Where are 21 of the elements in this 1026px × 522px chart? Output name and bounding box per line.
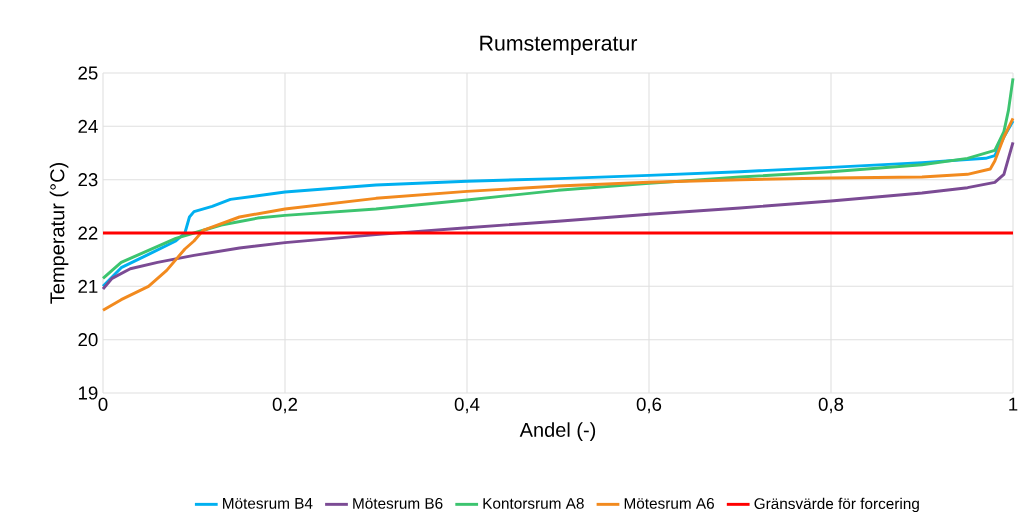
x-tick-label: 0,8 bbox=[818, 397, 844, 414]
x-tick-label: 0,4 bbox=[454, 397, 480, 414]
y-tick-label: 23 bbox=[78, 173, 98, 187]
x-tick-label: 0,6 bbox=[636, 397, 662, 414]
legend-label: Gränsvärde för forcering bbox=[754, 497, 919, 513]
x-tick-label: 1 bbox=[1009, 397, 1018, 411]
legend-label: Mötesrum B6 bbox=[353, 498, 443, 509]
chart-title: Rumstemperatur bbox=[480, 35, 638, 55]
legend-label: Mötesrum B4 bbox=[223, 498, 313, 509]
x-axis-title: Andel (-) bbox=[519, 422, 596, 441]
y-tick-label: 22 bbox=[78, 226, 98, 240]
legend-label: Mötesrum A6 bbox=[624, 498, 714, 509]
x-tick-label: 0,2 bbox=[272, 397, 298, 414]
x-tick-label: 0 bbox=[98, 397, 108, 411]
y-tick-label: 25 bbox=[78, 66, 98, 80]
y-axis-title: Temperatur (°C) bbox=[49, 163, 69, 304]
y-tick-label: 21 bbox=[78, 279, 98, 293]
legend-label: Kontorsrum A8 bbox=[483, 498, 584, 509]
y-tick-label: 20 bbox=[78, 333, 98, 347]
y-tick-label: 24 bbox=[78, 119, 98, 133]
y-tick-label: 19 bbox=[78, 386, 98, 400]
